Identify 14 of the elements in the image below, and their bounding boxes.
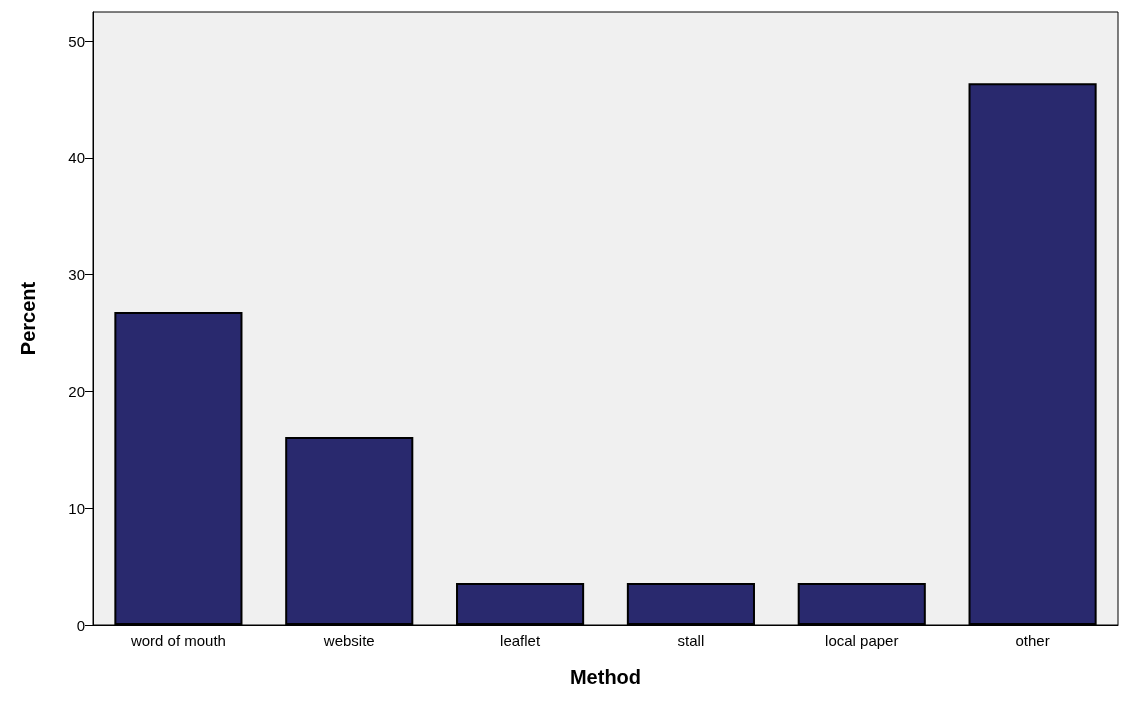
y-tick-label: 40 [68, 149, 85, 167]
x-tick-label: stall [677, 632, 705, 649]
x-tick-label: website [322, 632, 375, 649]
x-axis-title: Method [569, 666, 642, 688]
y-tick-label: 0 [76, 616, 85, 634]
y-tick-label: 30 [68, 266, 85, 284]
x-tick-label: word of mouth [129, 632, 226, 649]
y-tick-label: 20 [68, 382, 85, 400]
y-tick-label: 50 [68, 32, 85, 50]
x-tick-label: other [1015, 632, 1050, 649]
x-tick-label: leaflet [500, 632, 541, 649]
y-axis-title: Percent [17, 281, 39, 356]
y-tick-label: 10 [68, 499, 85, 517]
x-tick-label: local paper [825, 632, 899, 649]
